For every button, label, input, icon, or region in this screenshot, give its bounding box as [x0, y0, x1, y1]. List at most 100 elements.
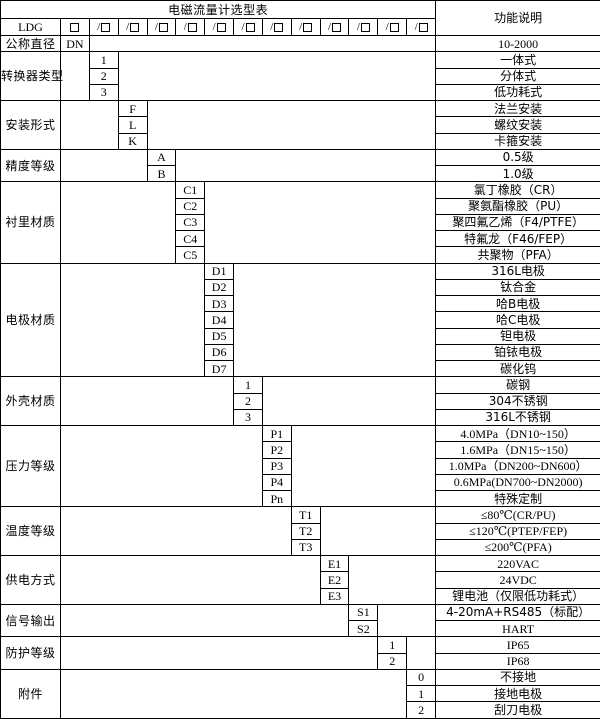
code-cell-1-0[interactable]: 1: [89, 52, 118, 68]
description-cell-1-1: 分体式: [436, 68, 600, 84]
description-cell-8-1: ≤120℃(PTEP/FEP): [436, 523, 600, 539]
description-cell-4-3: 特氟龙（F46/FEP）: [436, 231, 600, 247]
code-cell-5-1[interactable]: D2: [205, 279, 234, 295]
code-box-6[interactable]: /: [234, 19, 263, 36]
spacer-left-9: [61, 556, 321, 605]
slash-separator: /: [270, 22, 273, 33]
spacer-right-9: [349, 556, 436, 605]
description-cell-6-1: 304不锈钢: [436, 393, 600, 409]
empty-box-icon: [70, 23, 79, 32]
slash-separator: /: [155, 22, 158, 33]
code-cell-11-0[interactable]: 1: [378, 637, 407, 653]
code-cell-12-1[interactable]: 1: [407, 686, 436, 702]
code-cell-4-2[interactable]: C3: [176, 214, 205, 230]
code-cell-7-0[interactable]: P1: [262, 426, 291, 442]
code-cell-5-5[interactable]: D6: [205, 344, 234, 360]
group-label-4: 衬里材质: [1, 182, 61, 263]
code-cell-3-0[interactable]: A: [147, 149, 176, 165]
spacer-left-10: [61, 604, 349, 637]
code-box-8[interactable]: /: [291, 19, 320, 36]
code-box-10[interactable]: /: [349, 19, 378, 36]
code-cell-3-1[interactable]: B: [147, 166, 176, 182]
code-cell-9-0[interactable]: E1: [320, 556, 349, 572]
code-cell-4-0[interactable]: C1: [176, 182, 205, 198]
description-cell-12-1: 接地电极: [436, 686, 600, 702]
code-cell-1-2[interactable]: 3: [89, 84, 118, 100]
description-cell-7-2: 1.0MPa（DN200~DN600）: [436, 458, 600, 474]
empty-box-icon: [101, 23, 110, 32]
code-cell-5-2[interactable]: D3: [205, 296, 234, 312]
code-cell-0-0[interactable]: DN: [61, 36, 90, 52]
code-cell-9-1[interactable]: E2: [320, 572, 349, 588]
code-cell-5-4[interactable]: D5: [205, 328, 234, 344]
spacer-right-5: [234, 263, 436, 377]
code-cell-6-1[interactable]: 2: [234, 393, 263, 409]
code-box-1[interactable]: /: [89, 19, 118, 36]
spacer-left-6: [61, 377, 234, 426]
code-cell-8-0[interactable]: T1: [291, 507, 320, 523]
slash-separator: /: [241, 22, 244, 33]
code-cell-1-1[interactable]: 2: [89, 68, 118, 84]
code-cell-4-3[interactable]: C4: [176, 231, 205, 247]
slash-separator: /: [415, 22, 418, 33]
slash-separator: /: [357, 22, 360, 33]
description-cell-4-1: 聚氨酯橡胶（PU）: [436, 198, 600, 214]
slash-separator: /: [126, 22, 129, 33]
code-box-7[interactable]: /: [262, 19, 291, 36]
code-cell-5-0[interactable]: D1: [205, 263, 234, 279]
slash-separator: /: [386, 22, 389, 33]
code-cell-7-1[interactable]: P2: [262, 442, 291, 458]
code-cell-6-0[interactable]: 1: [234, 377, 263, 393]
description-cell-0-0: 10-2000: [436, 36, 600, 52]
description-cell-5-3: 哈C电极: [436, 312, 600, 328]
spacer-right-7: [291, 426, 435, 507]
code-cell-4-4[interactable]: C5: [176, 247, 205, 263]
code-box-0[interactable]: [61, 19, 90, 36]
code-box-11[interactable]: /: [378, 19, 407, 36]
spacer-right-6: [262, 377, 435, 426]
description-cell-5-1: 钛合金: [436, 279, 600, 295]
code-cell-8-1[interactable]: T2: [291, 523, 320, 539]
code-cell-12-0[interactable]: 0: [407, 669, 436, 685]
code-box-4[interactable]: /: [176, 19, 205, 36]
code-cell-2-1[interactable]: L: [118, 117, 147, 133]
code-cell-2-2[interactable]: K: [118, 133, 147, 149]
code-box-3[interactable]: /: [147, 19, 176, 36]
code-box-9[interactable]: /: [320, 19, 349, 36]
description-cell-11-1: IP68: [436, 653, 600, 669]
code-box-12[interactable]: /: [407, 19, 436, 36]
group-label-5: 电极材质: [1, 263, 61, 377]
code-cell-5-6[interactable]: D7: [205, 361, 234, 377]
code-box-2[interactable]: /: [118, 19, 147, 36]
code-cell-5-3[interactable]: D4: [205, 312, 234, 328]
code-cell-2-0[interactable]: F: [118, 101, 147, 117]
code-box-5[interactable]: /: [205, 19, 234, 36]
description-cell-5-5: 铂铱电极: [436, 344, 600, 360]
description-cell-7-4: 特殊定制: [436, 491, 600, 507]
code-cell-9-2[interactable]: E3: [320, 588, 349, 604]
spacer-right-8: [320, 507, 436, 556]
empty-box-icon: [130, 23, 139, 32]
code-cell-8-2[interactable]: T3: [291, 539, 320, 555]
empty-box-icon: [303, 23, 312, 32]
spacer-left-7: [61, 426, 263, 507]
code-cell-4-1[interactable]: C2: [176, 198, 205, 214]
code-cell-7-4[interactable]: Pn: [262, 491, 291, 507]
slash-separator: /: [184, 22, 187, 33]
description-cell-9-2: 锂电池（仅限低功耗式）: [436, 588, 600, 604]
code-cell-7-2[interactable]: P3: [262, 458, 291, 474]
description-cell-4-2: 聚四氟乙烯（F4/PTFE）: [436, 214, 600, 230]
code-cell-11-1[interactable]: 2: [378, 653, 407, 669]
code-cell-6-2[interactable]: 3: [234, 409, 263, 425]
code-cell-10-0[interactable]: S1: [349, 604, 378, 620]
code-cell-10-1[interactable]: S2: [349, 621, 378, 637]
description-cell-2-0: 法兰安装: [436, 101, 600, 117]
code-cell-7-3[interactable]: P4: [262, 474, 291, 490]
description-cell-9-1: 24VDC: [436, 572, 600, 588]
function-description-header: 功能说明: [436, 1, 600, 36]
empty-box-icon: [274, 23, 283, 32]
spacer-left-1: [61, 52, 90, 101]
